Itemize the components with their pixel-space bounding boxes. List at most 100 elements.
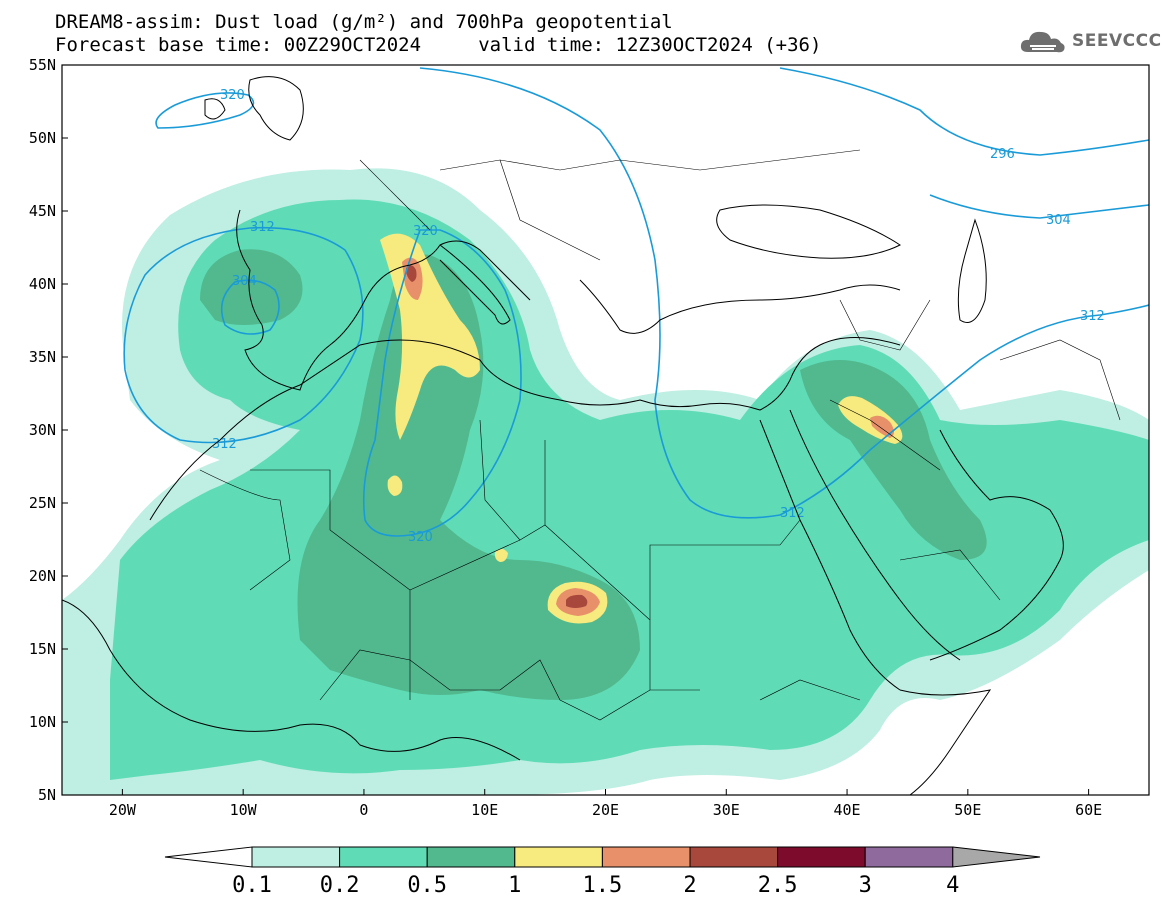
colorbar-tick-label: 1 (508, 873, 521, 898)
contour-label: 312 (212, 437, 237, 452)
seevccc-logo: SEEVCCC (1018, 26, 1162, 56)
dust-shading (62, 168, 1149, 795)
contour-312-loop (123, 226, 364, 444)
contour-label: 304 (232, 274, 257, 289)
coastline-italy (439, 244, 511, 325)
colorbar-segment (426, 846, 516, 868)
contour-label: 320 (408, 530, 433, 545)
latitude-tick-label: 45N (29, 202, 56, 220)
colorbar-segment (689, 846, 779, 868)
colorbar-segment (251, 846, 341, 868)
forecast-time-line: Forecast base time: 00Z29OCT2024 valid t… (55, 34, 822, 56)
border-line (839, 299, 931, 351)
colorbar-min-arrow (164, 846, 253, 868)
latitude-tick-label: 15N (29, 640, 56, 658)
longitude-tick-label: 0 (359, 801, 368, 819)
border-line (359, 159, 431, 231)
latitude-tick-label: 20N (29, 567, 56, 585)
colorbar-max-arrow (952, 846, 1041, 868)
contour-320 (362, 229, 522, 537)
latitude-tick-label: 55N (29, 56, 56, 74)
latitude-tick-label: 30N (29, 421, 56, 439)
contour-label: 312 (780, 506, 805, 521)
border-line (499, 159, 601, 261)
contour-label: 312 (1080, 309, 1105, 324)
contour-320-north (155, 92, 255, 129)
colorbar-tick-label: 2.5 (758, 873, 798, 898)
colorbar-segment (777, 846, 866, 868)
dust-region-yellow-spot-2 (494, 548, 508, 562)
logo-text: SEEVCCC (1072, 31, 1162, 51)
colorbar-segment (514, 846, 603, 868)
geopotential-contours (123, 67, 1149, 537)
contour-296 (779, 67, 1149, 156)
latitude-tick-label: 50N (29, 129, 56, 147)
dust-region-yellow-spot (387, 475, 403, 496)
colorbar-tick-label: 0.5 (407, 873, 447, 898)
coastline-red-sea (759, 409, 961, 691)
contour-label: 304 (1046, 213, 1071, 228)
latitude-axis: 55N 50N 45N 40N 35N 30N 25N 20N 15N 10N 5N (29, 56, 68, 804)
border-line (199, 469, 291, 591)
dust-region-dark-iberia (200, 249, 303, 325)
latitude-tick-label: 10N (29, 713, 56, 731)
colorbar-segment (864, 846, 954, 868)
coastline-greece-turkey (579, 279, 901, 334)
colorbar-tick-label: 0.1 (232, 873, 272, 898)
coastlines (62, 76, 1064, 795)
colorbar-segment (601, 846, 691, 868)
contour-label: 320 (220, 88, 245, 103)
longitude-tick-label: 60E (1075, 801, 1102, 819)
latitude-tick-label: 5N (38, 786, 56, 804)
coastline-horn (899, 689, 992, 795)
border-line (759, 679, 861, 701)
coastline-europe-africa (62, 209, 901, 761)
colorbar-tick-label: 3 (859, 873, 872, 898)
coastline-black-sea (716, 204, 901, 259)
map-title: DREAM8-assim: Dust load (g/m²) and 700hP… (55, 11, 673, 33)
colorbar: 0.1 0.2 0.5 1 1.5 2 2.5 3 4 (164, 846, 1041, 898)
border-line (779, 399, 941, 546)
latitude-tick-label: 35N (29, 348, 56, 366)
border-line (250, 469, 411, 700)
colorbar-labels: 0.1 0.2 0.5 1 1.5 2 2.5 3 4 (232, 873, 959, 898)
border-line (999, 339, 1121, 421)
longitude-tick-label: 20W (109, 801, 137, 819)
cloud-icon (1020, 31, 1065, 53)
longitude-tick-label: 20E (592, 801, 619, 819)
border-line (319, 649, 500, 701)
longitude-tick-label: 30E (713, 801, 740, 819)
colorbar-segment (339, 846, 428, 868)
contour-312-main (419, 67, 1149, 519)
dust-region-orange-iraq (870, 415, 894, 438)
longitude-tick-label: 10E (471, 801, 498, 819)
border-line (479, 419, 521, 541)
coastline-british-isles (204, 76, 304, 141)
longitude-tick-label: 10W (230, 801, 258, 819)
colorbar-tick-label: 2 (683, 873, 696, 898)
country-borders (199, 149, 1121, 721)
contour-label: 320 (413, 224, 438, 239)
contour-304-loop (220, 279, 280, 335)
contour-304-east (929, 194, 1149, 219)
dust-region-red-chad (566, 594, 588, 608)
border-line (499, 659, 700, 721)
coastline-arabia (929, 429, 1064, 661)
contour-label: 296 (990, 147, 1015, 162)
latitude-tick-label: 25N (29, 494, 56, 512)
latitude-tick-label: 40N (29, 275, 56, 293)
dust-region-dark (297, 254, 640, 700)
map-area: 320 296 312 304 320 312 312 304 320 312 (62, 65, 1149, 795)
border-line (544, 440, 780, 620)
contour-label: 312 (250, 220, 275, 235)
coastline-caspian (957, 218, 987, 323)
dust-region-red-algeria (406, 265, 417, 282)
longitude-axis: 20W 10W 0 10E 20E 30E 40E 50E 60E (109, 789, 1102, 819)
longitude-tick-label: 50E (954, 801, 981, 819)
colorbar-tick-label: 4 (946, 873, 959, 898)
longitude-tick-label: 40E (834, 801, 861, 819)
colorbar-tick-label: 0.2 (320, 873, 360, 898)
border-line (899, 549, 1001, 601)
dust-region-yellow-algeria (380, 233, 480, 440)
